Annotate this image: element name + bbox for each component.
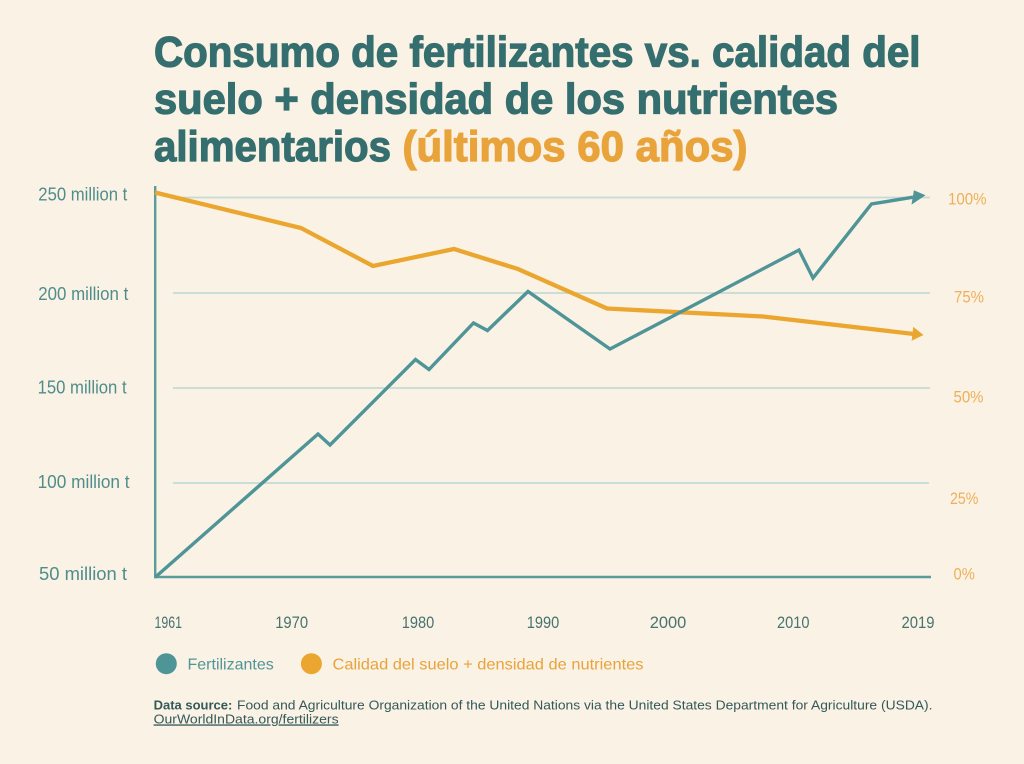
svg-text:1961: 1961: [155, 613, 183, 632]
svg-text:1980: 1980: [402, 613, 435, 632]
svg-text:100%: 100%: [948, 190, 987, 209]
svg-text:200 million t: 200 million t: [38, 284, 128, 304]
svg-text:(últimos 60 años): (últimos 60 años): [403, 123, 748, 171]
svg-text:Fertilizantes: Fertilizantes: [188, 657, 274, 674]
svg-text:2000: 2000: [650, 613, 687, 632]
svg-text:alimentarios: alimentarios: [154, 123, 391, 171]
svg-text:50%: 50%: [954, 388, 984, 407]
svg-text:75%: 75%: [954, 288, 984, 307]
svg-text:25%: 25%: [950, 489, 978, 508]
svg-text:Calidad del suelo + densidad d: Calidad del suelo + densidad de nutrient…: [333, 657, 644, 674]
svg-text:1970: 1970: [275, 613, 308, 632]
svg-text:Food and Agriculture Organizat: Food and Agriculture Organization of the…: [237, 697, 933, 712]
svg-text:2019: 2019: [902, 613, 935, 632]
svg-text:2010: 2010: [777, 613, 810, 632]
svg-text:Data source:: Data source:: [154, 697, 233, 712]
svg-text:100 million t: 100 million t: [38, 472, 130, 492]
svg-text:150 million t: 150 million t: [38, 377, 127, 397]
svg-text:0%: 0%: [954, 565, 975, 584]
svg-text:suelo + densidad de los nutrie: suelo + densidad de los nutrientes: [154, 76, 838, 124]
svg-text:Consumo de fertilizantes vs. c: Consumo de fertilizantes vs. calidad del: [154, 29, 921, 77]
svg-text:50 million t: 50 million t: [39, 564, 127, 584]
svg-text:250 million t: 250 million t: [38, 184, 127, 204]
svg-text:OurWorldInData.org/fertilizers: OurWorldInData.org/fertilizers: [154, 711, 340, 726]
svg-text:1990: 1990: [527, 613, 560, 632]
